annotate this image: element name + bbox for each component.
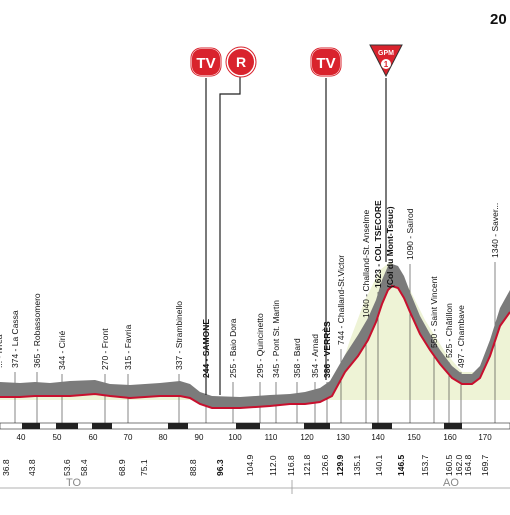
place-label: 365 - Robassomero xyxy=(32,293,42,368)
r-marker-line xyxy=(219,76,241,395)
place-labels: ... - Ivrea 374 - La Cassa 365 - Robassome… xyxy=(0,200,500,378)
place-label: 374 - La Cassa xyxy=(10,310,20,368)
scale-segment xyxy=(236,423,260,429)
region-label-to: TO xyxy=(66,477,82,489)
km-value-label: 36.8 xyxy=(1,459,11,476)
km-value-label: 96.3 xyxy=(215,459,225,476)
tv-badge-2: TV xyxy=(310,47,342,77)
km-value-label: 58.4 xyxy=(79,459,89,476)
place-label: 344 - Cirié xyxy=(57,331,67,370)
km-tick-label: 40 xyxy=(17,433,26,442)
km-tick-label: 170 xyxy=(478,433,492,442)
km-value-label: 160.5 xyxy=(444,454,454,476)
place-label: 345 - Pont St. Martin xyxy=(271,300,281,378)
km-tick-label: 100 xyxy=(228,433,242,442)
scale-segment xyxy=(92,423,112,429)
scale-segment xyxy=(444,423,462,429)
region-label-ao: AO xyxy=(443,477,459,489)
km-value-label: 126.6 xyxy=(320,454,330,476)
place-label: 550 - Saint Vincent xyxy=(429,276,439,348)
km-value-label: 121.8 xyxy=(302,454,312,476)
profile-main-line xyxy=(0,284,510,409)
km-value-label: 43.8 xyxy=(27,459,37,476)
km-value-label: 164.8 xyxy=(463,454,473,476)
place-label: 525 - Châtillon xyxy=(444,303,454,358)
place-label: 270 - Front xyxy=(100,328,110,370)
km-tick-label: 80 xyxy=(159,433,168,442)
km-tick-label: 50 xyxy=(53,433,62,442)
km-value-label: 135.1 xyxy=(352,454,362,476)
km-value-label: 88.8 xyxy=(188,459,198,476)
place-label: 1040 - Challand-St. Anselme xyxy=(361,210,371,318)
tv-badge-2-label: TV xyxy=(316,55,335,72)
km-tick-labels: 40 50 60 70 80 90 100 110 120 130 140 150 160 170 xyxy=(17,433,493,442)
km-value-label: 68.9 xyxy=(117,459,127,476)
km-value-label: 53.6 xyxy=(62,459,72,476)
km-value-label: 116.8 xyxy=(286,455,296,476)
place-label: 315 - Favria xyxy=(123,324,133,370)
km-value-labels: 36.8 43.8 53.6 58.4 68.9 75.1 88.8 96.3 104.9 112… xyxy=(1,454,490,476)
km-tick-label: 150 xyxy=(407,433,421,442)
place-label: 1340 - Saver... xyxy=(490,203,500,258)
scale-segment xyxy=(56,423,78,429)
place-label: 1623 - COL TSECORE xyxy=(373,200,383,288)
gpm-category: 1 xyxy=(384,60,389,69)
scale-segment xyxy=(304,423,330,429)
km-scale-segments xyxy=(22,423,462,429)
scale-segment xyxy=(168,423,188,429)
place-label: (Col du Mont-Tseuc) xyxy=(385,206,395,288)
km-value-label: 112.0 xyxy=(268,455,278,476)
km-value-label: 169.7 xyxy=(480,454,490,476)
km-tick-label: 90 xyxy=(195,433,204,442)
km-value-label: 75.1 xyxy=(139,459,149,476)
km-value-label: 140.1 xyxy=(374,454,384,476)
place-label: 744 - Challand-St.Victor xyxy=(336,255,346,345)
place-label: 255 - Baio Dora xyxy=(228,318,238,378)
km-value-label: 104.9 xyxy=(245,454,255,476)
place-label: 1090 - Saïrod xyxy=(405,208,415,260)
tv-badge-1-label: TV xyxy=(196,55,215,72)
place-label: 358 - Bard xyxy=(292,338,302,378)
r-badge: R xyxy=(225,46,257,78)
km-value-label: 153.7 xyxy=(420,454,430,476)
km-tick-label: 120 xyxy=(300,433,314,442)
place-label: 354 - Arnad xyxy=(310,334,320,378)
r-badge-label: R xyxy=(236,54,246,70)
km-tick-label: 140 xyxy=(371,433,385,442)
scale-segment xyxy=(22,423,40,429)
km-value-label: 129.9 xyxy=(335,454,345,476)
place-label: ... - Ivrea xyxy=(0,334,4,368)
place-label: 386 - VERRÈS xyxy=(322,321,332,378)
gpm-badge-label: GPM xyxy=(378,50,394,57)
place-label: 295 - Quincinetto xyxy=(255,313,265,378)
tv-badge-1: TV xyxy=(190,47,222,77)
km-value-label: 146.5 xyxy=(396,454,406,476)
scale-segment xyxy=(372,423,392,429)
gpm-badge: GPM 1 xyxy=(369,44,403,78)
km-tick-label: 130 xyxy=(336,433,350,442)
km-tick-label: 70 xyxy=(124,433,133,442)
km-tick-label: 110 xyxy=(265,433,278,442)
km-tick-label: 60 xyxy=(89,433,98,442)
place-label: 337 - Strambinello xyxy=(174,301,184,370)
profile-band xyxy=(0,264,510,408)
km-tick-label: 160 xyxy=(443,433,457,442)
km-value-label: 162.0 xyxy=(454,454,464,476)
place-label: 497 - Chambave xyxy=(456,305,466,368)
stage-title: 20 xyxy=(490,11,507,28)
